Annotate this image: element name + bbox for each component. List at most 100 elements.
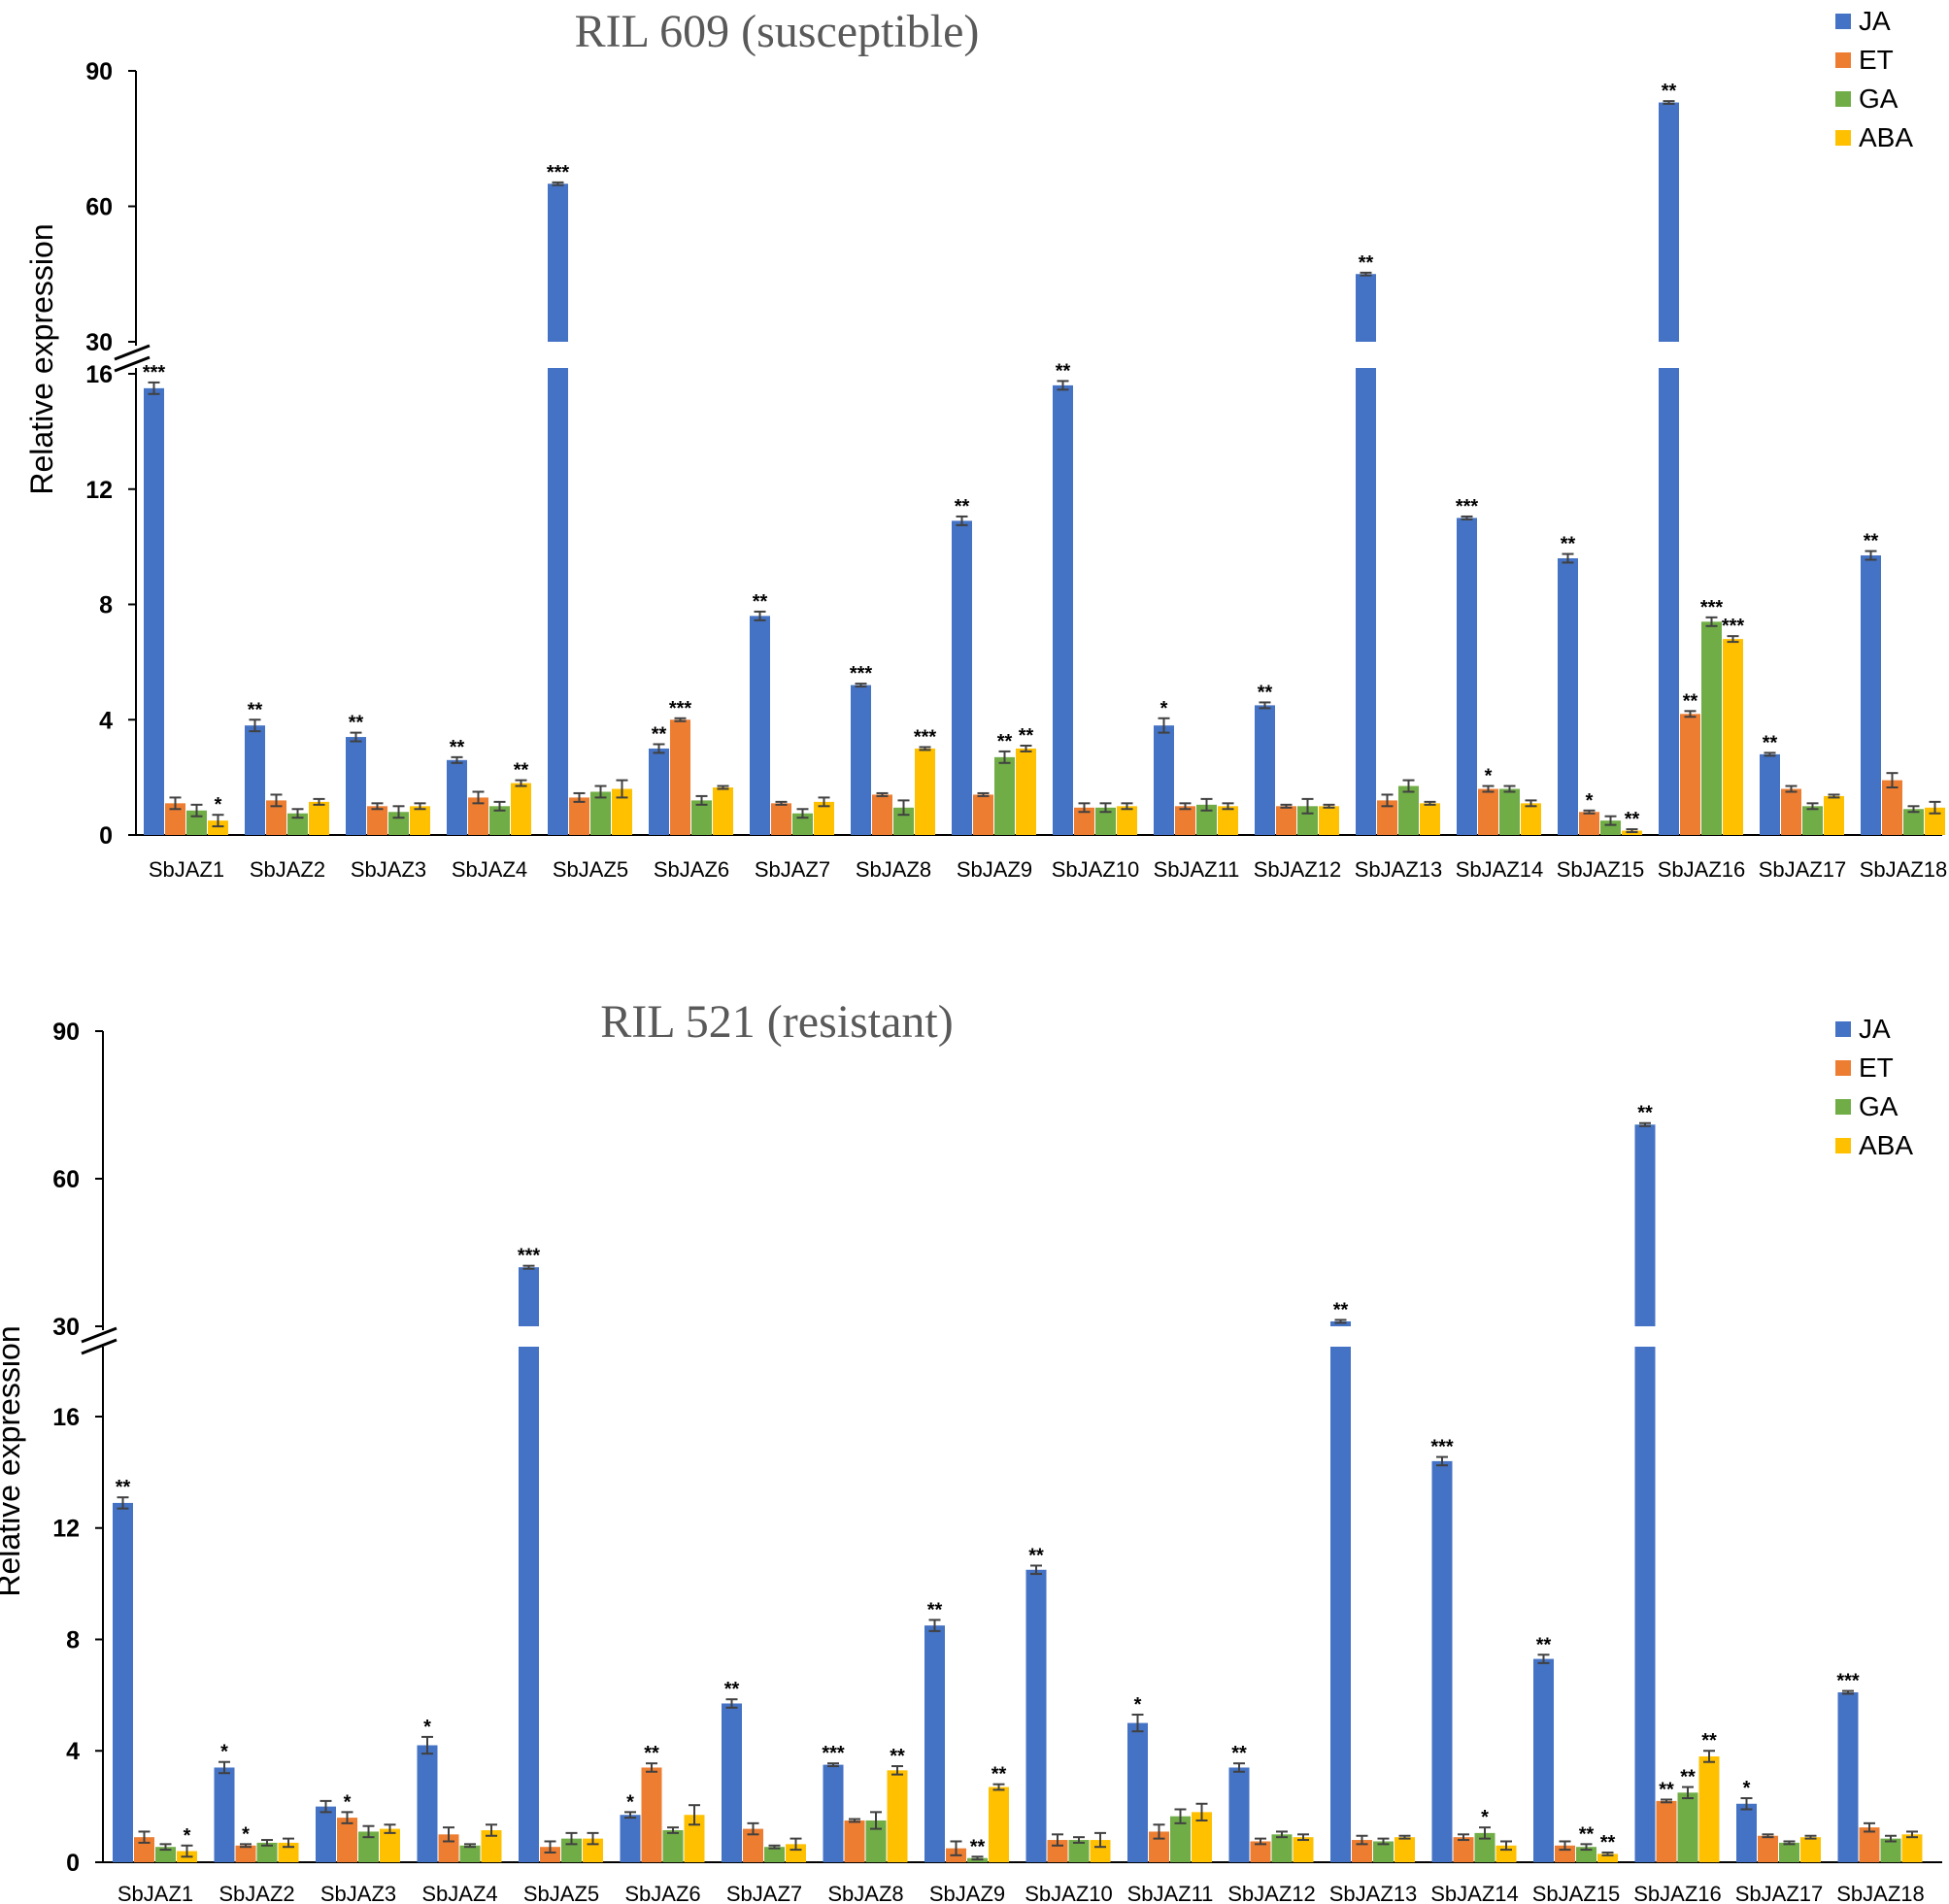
- bar-ja: [1356, 274, 1376, 342]
- bar-ga: [1903, 809, 1924, 835]
- category-label: SbJAZ14: [1456, 857, 1544, 882]
- significance-label: **: [1579, 1823, 1595, 1845]
- bar-et: [1276, 806, 1296, 835]
- legend-label-aba: ABA: [1859, 1130, 1913, 1160]
- bar-aba: [380, 1828, 400, 1862]
- significance-label: **: [890, 1746, 905, 1767]
- significance-label: *: [242, 1823, 250, 1845]
- bar-ja: [1457, 518, 1477, 835]
- bar-aba: [481, 1830, 502, 1862]
- category-label: SbJAZ5: [553, 857, 628, 882]
- y-tick-label: 30: [52, 1314, 80, 1341]
- category-label: SbJAZ1: [149, 857, 224, 882]
- bar-aba: [814, 801, 834, 835]
- y-tick-label: 8: [99, 592, 113, 619]
- category-label: SbJAZ13: [1329, 1882, 1418, 1904]
- significance-label: *: [1481, 1807, 1489, 1828]
- category-label: SbJAZ6: [624, 1882, 700, 1904]
- significance-label: ***: [822, 1743, 845, 1764]
- bar-et: [367, 806, 387, 835]
- bar-ga: [1474, 1832, 1495, 1862]
- bar-et: [1758, 1835, 1778, 1862]
- y-tick-label: 30: [85, 329, 113, 356]
- bar-ja: [952, 520, 972, 835]
- category-label: SbJAZ9: [957, 857, 1032, 882]
- bar-ja: [823, 1764, 844, 1862]
- bar-ja: [851, 685, 871, 835]
- bar-et: [1453, 1837, 1474, 1862]
- bar-aba: [1016, 748, 1036, 835]
- bar-ja: [1431, 1460, 1453, 1862]
- bar-et: [266, 800, 286, 835]
- bar-et: [1781, 788, 1801, 835]
- bar-aba: [410, 806, 430, 835]
- legend-label-et: ET: [1859, 1052, 1894, 1083]
- bar-ga: [865, 1820, 887, 1862]
- y-tick-label: 60: [52, 1166, 80, 1193]
- significance-label: **: [248, 699, 263, 720]
- bar-et: [1377, 800, 1397, 835]
- bar-aba: [1521, 803, 1541, 835]
- bar-ja: [1228, 1767, 1250, 1862]
- bar-ga: [662, 1830, 684, 1862]
- bar-ga: [358, 1831, 379, 1862]
- bar-ja: [214, 1767, 235, 1862]
- category-label: SbJAZ4: [421, 1882, 497, 1904]
- bar-ja: [519, 1267, 539, 1326]
- significance-label: ***: [143, 362, 166, 384]
- bar-et: [973, 794, 993, 835]
- bar-aba: [1800, 1837, 1821, 1862]
- y-tick-label: 8: [66, 1626, 80, 1653]
- axis-break-mark: [81, 1338, 118, 1355]
- significance-label: ***: [914, 726, 937, 748]
- bar-ja: [620, 1815, 641, 1862]
- y-tick-label: 4: [99, 707, 113, 734]
- bar-ga: [459, 1845, 481, 1862]
- significance-label: **: [1864, 531, 1879, 552]
- significance-label: **: [514, 760, 529, 782]
- category-label: SbJAZ18: [1836, 1882, 1925, 1904]
- significance-label: **: [1683, 690, 1698, 712]
- category-label: SbJAZ17: [1735, 1882, 1824, 1904]
- legend-label-ja: JA: [1859, 1014, 1891, 1044]
- chart-title: RIL 609 (susceptible): [575, 6, 980, 57]
- category-label: SbJAZ8: [856, 857, 931, 882]
- significance-label: *: [626, 1791, 634, 1813]
- significance-label: **: [724, 1679, 740, 1700]
- bar-ja: [649, 748, 669, 835]
- y-tick-label: 90: [52, 1019, 80, 1046]
- bar-ga: [489, 806, 510, 835]
- bar-ja: [1736, 1803, 1757, 1862]
- bar-aba: [786, 1844, 806, 1862]
- chart-ril609: RIL 609 (susceptible) Relative expression…: [24, 6, 1947, 882]
- bar-ja: [1634, 1347, 1656, 1862]
- significance-label: **: [1056, 360, 1071, 382]
- significance-label: *: [423, 1717, 431, 1738]
- bar-ga: [155, 1847, 176, 1862]
- bar-aba: [511, 783, 531, 835]
- category-label: SbJAZ3: [320, 1882, 396, 1904]
- y-axis-label: Relative expression: [24, 223, 59, 494]
- bar-aba: [1420, 803, 1440, 835]
- bar-ja: [144, 387, 164, 835]
- category-label: SbJAZ15: [1532, 1882, 1621, 1904]
- significance-label: **: [116, 1477, 131, 1498]
- y-tick-label: 0: [99, 822, 113, 850]
- bar-ja: [1255, 705, 1275, 835]
- category-label: SbJAZ17: [1759, 857, 1847, 882]
- bar-aba: [1723, 639, 1743, 835]
- bar-ga: [1373, 1841, 1394, 1862]
- legend-swatch-ga: [1835, 91, 1851, 107]
- bar-ja: [1053, 384, 1073, 835]
- bar-ja: [1861, 555, 1881, 835]
- legend-swatch-et: [1835, 52, 1851, 68]
- significance-label: **: [1625, 809, 1640, 830]
- category-label: SbJAZ8: [827, 1882, 903, 1904]
- bar-ja: [548, 368, 568, 835]
- bar-ga: [1576, 1847, 1596, 1862]
- significance-label: **: [1028, 1545, 1044, 1566]
- significance-label: ***: [547, 162, 570, 184]
- legend-swatch-ja: [1835, 1021, 1851, 1037]
- category-label: SbJAZ2: [218, 1882, 294, 1904]
- bar-aba: [1901, 1834, 1923, 1862]
